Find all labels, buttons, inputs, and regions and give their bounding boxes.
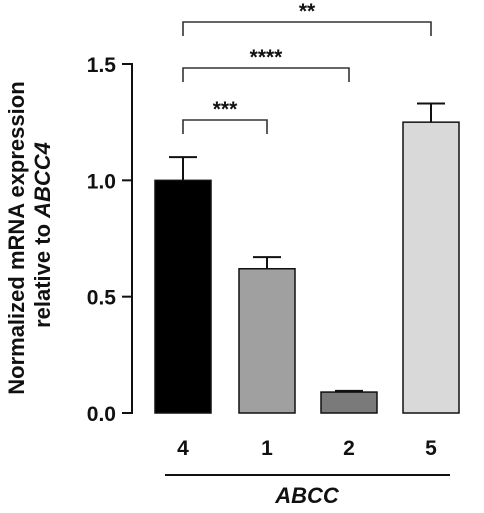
bar-4 bbox=[154, 179, 212, 414]
y-tick-label: 0.5 bbox=[87, 287, 117, 310]
x-tick-label-5: 5 bbox=[425, 437, 437, 460]
x-tick-label-2: 2 bbox=[343, 437, 355, 460]
y-axis-label-gene: ABCC4 bbox=[30, 142, 55, 219]
y-axis: 0.0 0.5 1.0 1.5 bbox=[87, 54, 133, 426]
significance-label: *** bbox=[213, 98, 238, 121]
y-tick-label: 0.0 bbox=[87, 403, 116, 426]
bar-5 bbox=[402, 121, 460, 414]
bar-1 bbox=[238, 267, 296, 414]
y-axis-label-line2: relative to ABCC4 bbox=[30, 142, 55, 328]
y-axis-label-line1: Normalized mRNA expression bbox=[4, 81, 29, 394]
x-tick-label-4: 4 bbox=[177, 437, 189, 460]
y-axis-label: Normalized mRNA expression relative to A… bbox=[4, 75, 55, 395]
significance-bracket bbox=[182, 119, 268, 134]
error-bars bbox=[169, 102, 445, 393]
y-axis-label-prefix: relative to bbox=[30, 218, 55, 328]
bar-2 bbox=[320, 391, 378, 414]
bars bbox=[154, 121, 460, 414]
significance-bracket bbox=[182, 67, 350, 82]
significance-label: ** bbox=[299, 0, 316, 23]
x-axis: 4 1 2 5 bbox=[177, 437, 437, 460]
significance-brackets: ********* bbox=[182, 0, 432, 134]
x-tick-label-1: 1 bbox=[261, 437, 273, 460]
x-axis-label: ABCC bbox=[274, 483, 340, 508]
y-tick-label: 1.5 bbox=[87, 54, 117, 77]
y-tick-label: 1.0 bbox=[87, 170, 116, 193]
significance-bracket bbox=[182, 21, 432, 36]
significance-label: **** bbox=[250, 46, 284, 69]
